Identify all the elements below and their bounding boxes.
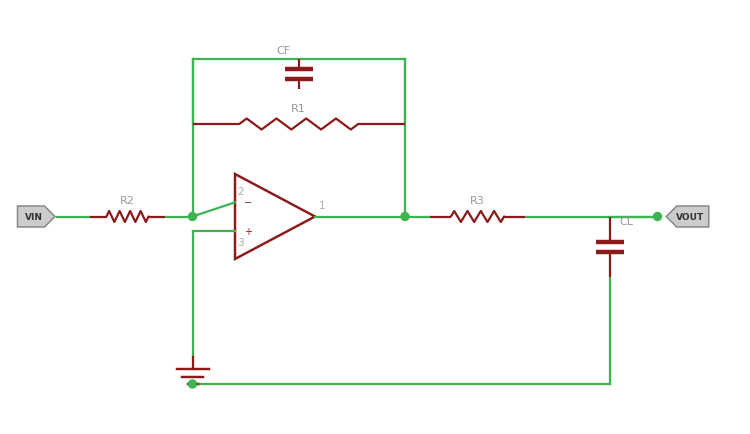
Text: 3: 3: [238, 237, 244, 247]
Text: R1: R1: [291, 104, 306, 114]
Circle shape: [653, 213, 662, 221]
Text: 2: 2: [238, 187, 244, 197]
Text: VOUT: VOUT: [676, 213, 704, 221]
Text: VIN: VIN: [25, 213, 43, 221]
Text: CL: CL: [619, 217, 633, 227]
Text: −: −: [244, 198, 252, 208]
Polygon shape: [666, 207, 709, 227]
Text: R2: R2: [120, 196, 135, 206]
Circle shape: [401, 213, 409, 221]
Circle shape: [188, 380, 196, 388]
Circle shape: [188, 213, 196, 221]
Text: CF: CF: [276, 46, 290, 56]
Text: 1: 1: [319, 201, 326, 211]
Text: R3: R3: [470, 196, 485, 206]
Polygon shape: [17, 207, 55, 227]
Text: +: +: [244, 226, 252, 236]
